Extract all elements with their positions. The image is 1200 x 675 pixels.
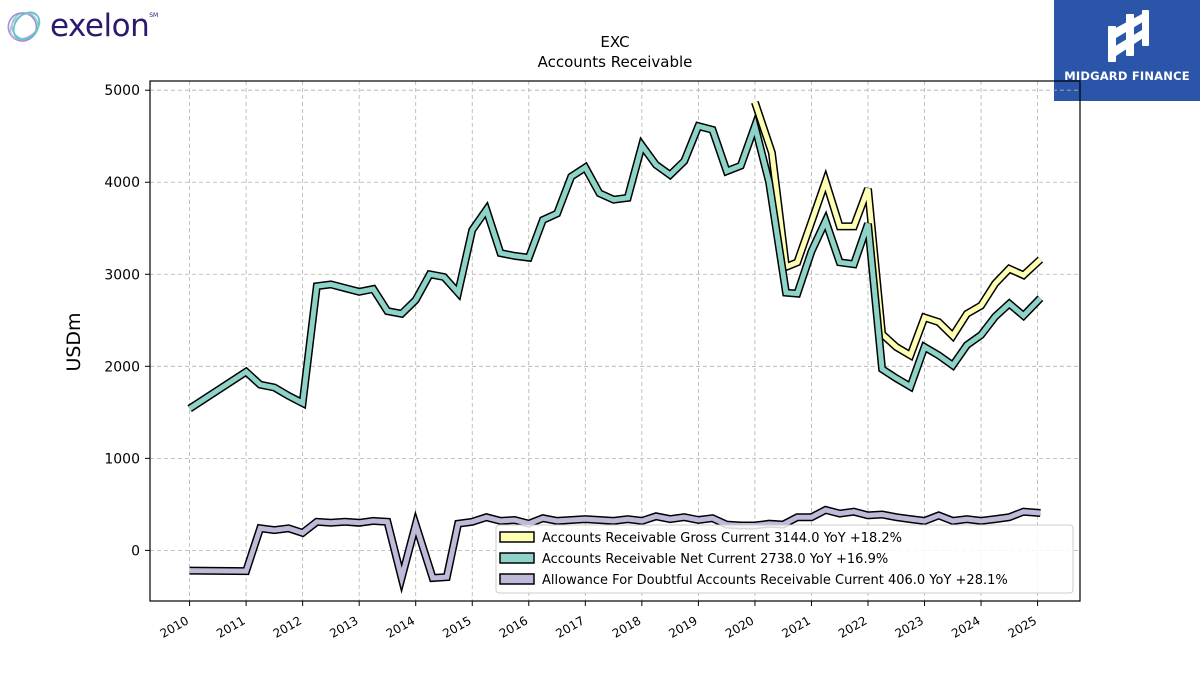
exelon-logo: exelon SM — [4, 4, 158, 48]
series-line — [189, 507, 1041, 588]
y-tick-label: 2000 — [104, 359, 140, 375]
legend-swatch — [499, 573, 535, 585]
plot-frame — [149, 80, 1081, 602]
x-tick-label: 2024 — [949, 613, 982, 640]
legend-box — [495, 524, 1074, 594]
x-tick-label: 2012 — [271, 613, 304, 640]
legend: Accounts Receivable Gross Current 3144.0… — [495, 524, 1074, 594]
x-tick-label: 2025 — [1006, 613, 1039, 640]
series-line — [752, 101, 1043, 359]
midgard-logo-icon — [1108, 10, 1149, 62]
x-tick-label: 2019 — [666, 613, 699, 640]
x-tick-label: 2017 — [553, 613, 586, 640]
y-tick-label: 3000 — [104, 267, 140, 283]
y-tick-label: 1000 — [104, 451, 140, 467]
chart-subtitle: Accounts Receivable — [538, 53, 693, 71]
y-tick-label: 0 — [131, 543, 140, 559]
y-tick-label: 4000 — [104, 175, 140, 191]
x-tick-label: 2011 — [214, 613, 247, 640]
legend-label: Accounts Receivable Gross Current 3144.0… — [542, 531, 902, 546]
x-tick-label: 2010 — [158, 613, 191, 640]
x-tick-label: 2016 — [497, 613, 530, 640]
brand-service-mark: SM — [149, 12, 159, 19]
x-tick-label: 2013 — [327, 613, 360, 640]
x-tick-label: 2014 — [384, 613, 417, 640]
legend-label: Accounts Receivable Net Current 2738.0 Y… — [542, 552, 888, 567]
exelon-logo-icon — [7, 11, 41, 42]
series-line — [188, 117, 1043, 411]
y-axis: 0 1000 2000 3000 4000 5000 — [104, 83, 150, 559]
midgard-finance-badge: MIDGARD FINANCE — [1054, 0, 1200, 101]
x-tick-label: 2020 — [723, 613, 756, 640]
x-axis: 2010 2011 2012 2013 2014 2015 2016 2017 2018 2019… — [158, 601, 1039, 641]
series-lines — [187, 100, 1044, 594]
x-tick-label: 2023 — [893, 613, 926, 640]
x-tick-label: 2021 — [780, 613, 813, 640]
badge-name: MIDGARD FINANCE — [1064, 69, 1190, 83]
legend-swatch — [499, 531, 535, 543]
chart-title: EXC — [600, 33, 629, 51]
x-tick-label: 2018 — [610, 613, 643, 640]
y-axis-label: USDm — [63, 312, 85, 371]
x-tick-label: 2015 — [440, 613, 473, 640]
x-tick-label: 2022 — [836, 613, 869, 640]
y-tick-label: 5000 — [104, 83, 140, 99]
legend-swatch — [499, 552, 535, 564]
legend-label: Allowance For Doubtful Accounts Receivab… — [542, 573, 1008, 588]
brand-name: exelon — [50, 8, 150, 44]
